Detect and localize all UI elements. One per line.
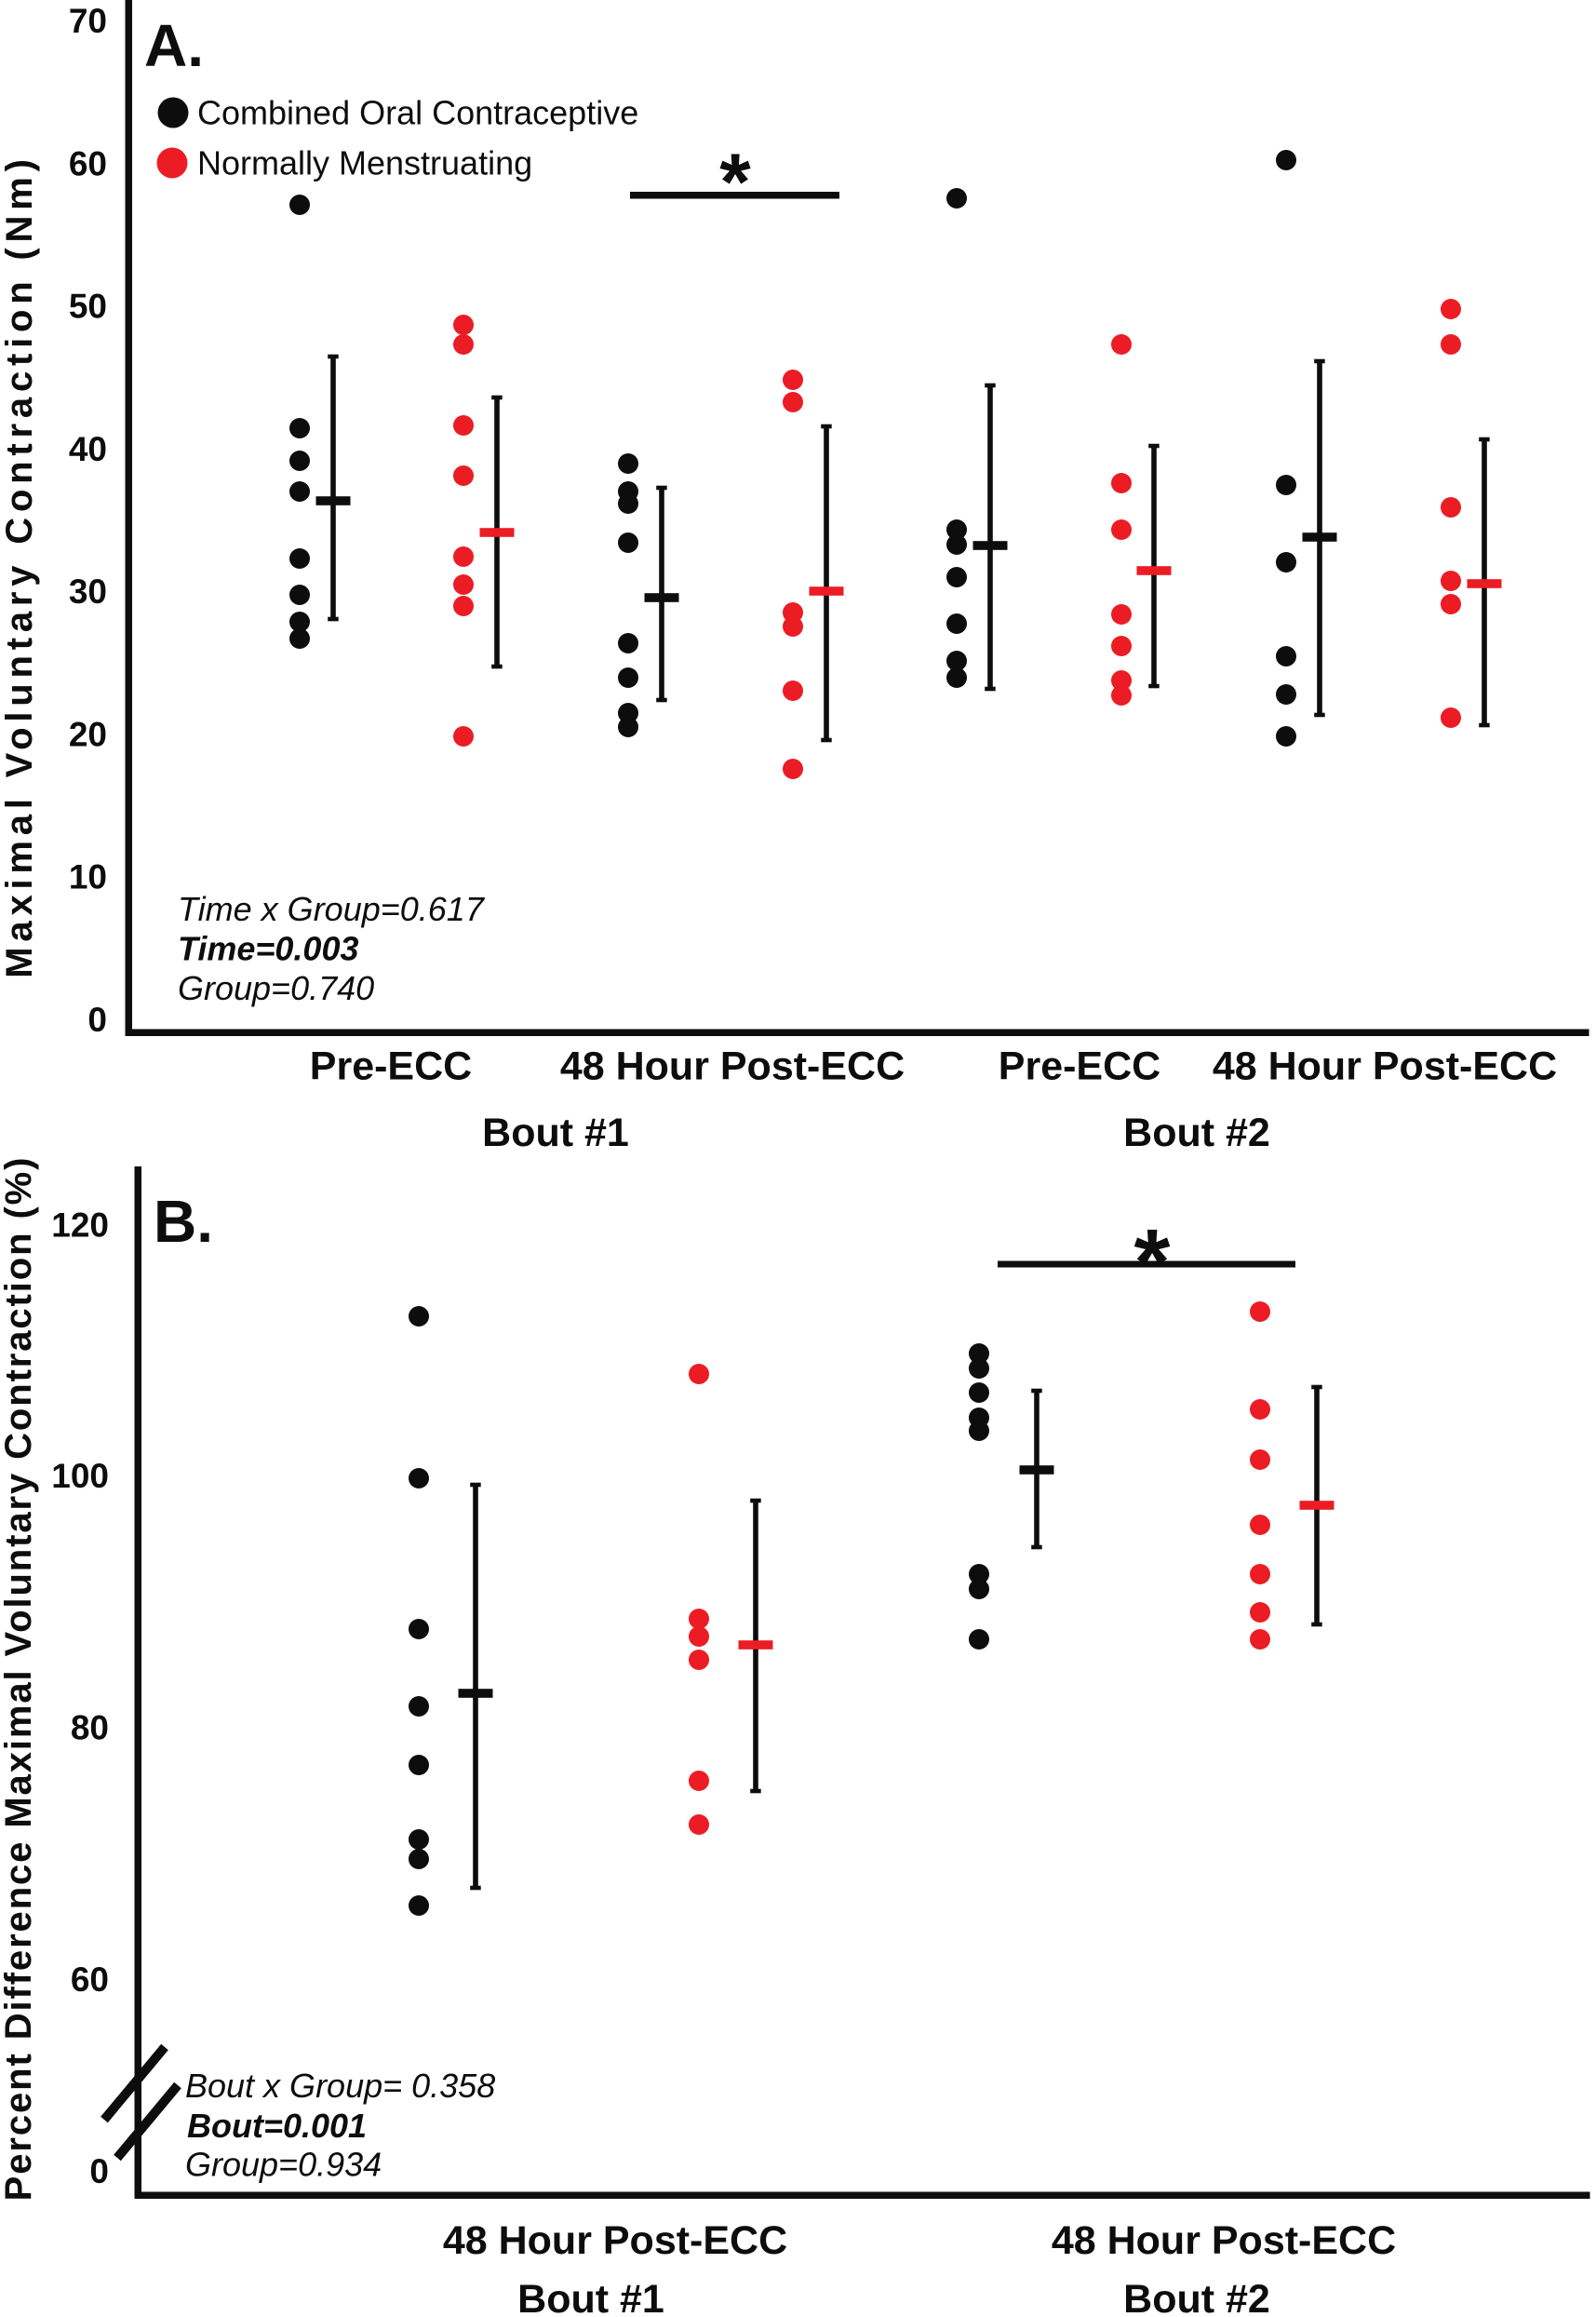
svg-text:48 Hour Post-ECC: 48 Hour Post-ECC (1052, 2218, 1396, 2263)
svg-text:Pre-ECC: Pre-ECC (999, 1044, 1160, 1089)
svg-text:Normally Menstruating: Normally Menstruating (197, 144, 532, 182)
svg-text:0: 0 (89, 2152, 109, 2190)
svg-text:Combined Oral Contraceptive: Combined Oral Contraceptive (197, 94, 638, 132)
svg-text:Percent Difference Maximal Vol: Percent Difference Maximal Voluntary Con… (0, 1156, 39, 2202)
svg-text:48 Hour Post-ECC: 48 Hour Post-ECC (443, 2218, 787, 2263)
svg-text:Maximal Voluntary Contraction: Maximal Voluntary Contraction (Nm) (0, 154, 40, 977)
svg-text:60: 60 (69, 144, 107, 182)
svg-text:Group=0.934: Group=0.934 (185, 2146, 382, 2184)
svg-text:Group=0.740: Group=0.740 (178, 969, 374, 1007)
svg-text:Bout #1: Bout #1 (482, 1111, 629, 1155)
svg-text:80: 80 (71, 1709, 109, 1747)
svg-text:10: 10 (69, 858, 107, 896)
svg-text:30: 30 (69, 573, 107, 611)
svg-text:0: 0 (87, 1001, 107, 1039)
svg-text:Bout #2: Bout #2 (1123, 2277, 1270, 2317)
svg-text:48 Hour Post-ECC: 48 Hour Post-ECC (560, 1044, 905, 1089)
svg-text:Time=0.003: Time=0.003 (178, 930, 358, 968)
svg-text:B.: B. (154, 1188, 213, 1255)
svg-text:50: 50 (69, 288, 107, 326)
svg-text:100: 100 (51, 1457, 109, 1495)
svg-text:20: 20 (69, 715, 107, 753)
svg-text:48 Hour Post-ECC: 48 Hour Post-ECC (1213, 1044, 1557, 1089)
svg-text:Bout x Group= 0.358: Bout x Group= 0.358 (185, 2067, 495, 2105)
svg-text:Bout #1: Bout #1 (517, 2277, 664, 2317)
svg-text:Bout #2: Bout #2 (1123, 1111, 1270, 1155)
svg-text:Pre-ECC: Pre-ECC (310, 1044, 472, 1089)
svg-text:Bout=0.001: Bout=0.001 (187, 2107, 367, 2145)
svg-text:40: 40 (69, 430, 107, 468)
svg-text:70: 70 (69, 2, 107, 40)
svg-text:A.: A. (144, 12, 204, 79)
svg-text:Time x Group=0.617: Time x Group=0.617 (178, 890, 486, 928)
svg-text:*: * (719, 138, 751, 227)
svg-text:*: * (1134, 1210, 1171, 1314)
svg-text:120: 120 (51, 1206, 109, 1245)
svg-text:60: 60 (71, 1960, 109, 1999)
